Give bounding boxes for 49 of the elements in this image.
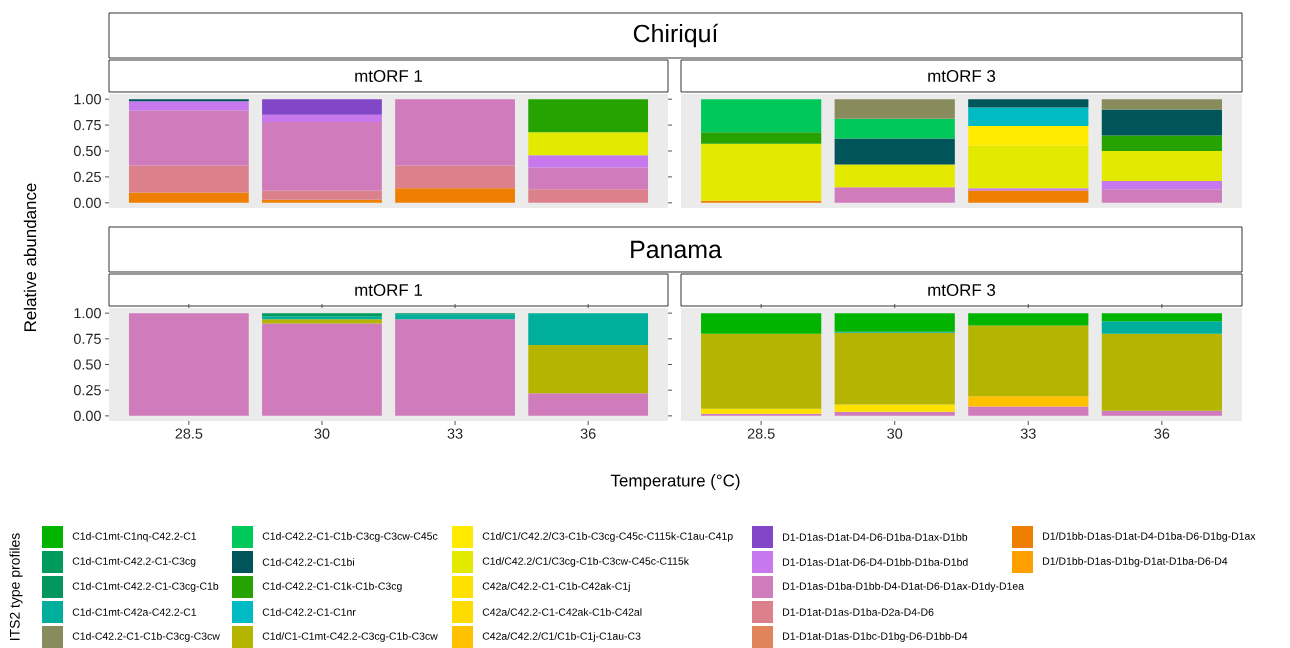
x-tick-label: 36 bbox=[580, 428, 596, 439]
chart-title: Panama bbox=[631, 240, 722, 259]
legend-label: D1/D1bb-D1as-D1at-D4-D1ba-D6-D1bg-D1ax bbox=[1043, 532, 1256, 542]
legend-label: C1d/C1/C42.2/C3-C1b-C3cg-C45c-C115k-C1au-C41p bbox=[482, 532, 733, 542]
chart-subtitle: mtORF 3 bbox=[928, 69, 996, 82]
y-tick-label: 0.50 bbox=[73, 145, 101, 157]
y-tick-label: 0.75 bbox=[73, 333, 101, 344]
legend-label: C1d-C42.2-C1-C1k-C1b-C3cg bbox=[262, 582, 402, 592]
y-tick-label: 1.00 bbox=[74, 308, 101, 319]
legend-label: C1d-C1mt-C42.2-C1-C3cg-C1b bbox=[72, 582, 219, 592]
y-tick-label: 1.00 bbox=[74, 94, 101, 105]
y-tick-label: 0.50 bbox=[73, 359, 101, 370]
y-tick-label: 0.25 bbox=[73, 171, 101, 183]
y-tick-label: 0.00 bbox=[73, 197, 101, 208]
legend-label: D1-D1as-D1ba-D1bb-D4-D1at-D6-D1ax-D1dy-D1ea bbox=[783, 582, 1025, 592]
x-tick-label: 33 bbox=[1020, 428, 1036, 439]
legend-label: C42a/C42.2/C1/C1b-C1j-C1au-C3 bbox=[482, 632, 641, 642]
chart-title: Chiriquí bbox=[633, 23, 719, 48]
legend-label: C1d-C42.2-C1-C1bi bbox=[262, 558, 354, 566]
legend-label: D1-D1at-D1as-D1ba-D2a-D4-D6 bbox=[783, 608, 934, 616]
legend-label: C1d-C42.2-C1-C1b-C3cg-C3cw-C45c bbox=[262, 532, 438, 542]
legend-label: D1/D1bb-D1as-D1bg-D1at-D1ba-D6-D4 bbox=[1043, 557, 1228, 567]
legend-label: C1d/C1-C1mt-C42.2-C3cg-C1b-C3cw bbox=[262, 632, 438, 642]
legend-label: C1d-C1mt-C42a-C42.2-C1 bbox=[72, 608, 197, 616]
chart-subtitle: mtORF 1 bbox=[355, 284, 423, 296]
legend-label: D1-D1as-D1at-D4-D6-D1ba-D1ax-D1bb bbox=[783, 533, 968, 541]
legend-label: C1d-C1mt-C42.2-C1-C3cg bbox=[72, 557, 196, 567]
legend-title: ITS2 type profiles bbox=[9, 533, 23, 640]
x-tick-label: 28.5 bbox=[175, 428, 203, 439]
legend-label: C1d-C1mt-C1nq-C42.2-C1 bbox=[72, 532, 197, 542]
chart-subtitle: mtORF 1 bbox=[355, 69, 423, 82]
legend-label: C42a/C42.2-C1-C42ak-C1b-C42al bbox=[482, 608, 642, 616]
y-tick-label: 0.75 bbox=[73, 119, 101, 131]
x-tick-label: 36 bbox=[1154, 428, 1170, 439]
y-axis-title: Relative abundance bbox=[23, 183, 37, 331]
x-tick-label: 33 bbox=[447, 428, 463, 439]
x-tick-label: 28.5 bbox=[747, 428, 775, 439]
chart-subtitle: mtORF 3 bbox=[928, 284, 996, 296]
y-tick-label: 0.25 bbox=[73, 385, 101, 396]
x-tick-label: 30 bbox=[887, 428, 903, 439]
legend-label: C42a/C42.2-C1-C1b-C42ak-C1j bbox=[482, 582, 630, 592]
y-tick-label: 0.00 bbox=[73, 410, 101, 421]
legend-label: D1-D1as-D1at-D6-D4-D1bb-D1ba-D1bd bbox=[783, 558, 968, 566]
legend-label: D1-D1at-D1as-D1bc-D1bg-D6-D1bb-D4 bbox=[783, 632, 968, 642]
x-tick-label: 30 bbox=[314, 428, 330, 439]
legend-label: C1d-C42.2-C1-C1nr bbox=[262, 608, 356, 616]
legend-label: C1d/C42.2/C1/C3cg-C1b-C3cw-C45c-C115k bbox=[482, 557, 689, 567]
x-axis-title: Temperature (°C) bbox=[610, 474, 740, 490]
legend-label: C1d-C42.2-C1-C1b-C3cg-C3cw bbox=[72, 632, 220, 642]
